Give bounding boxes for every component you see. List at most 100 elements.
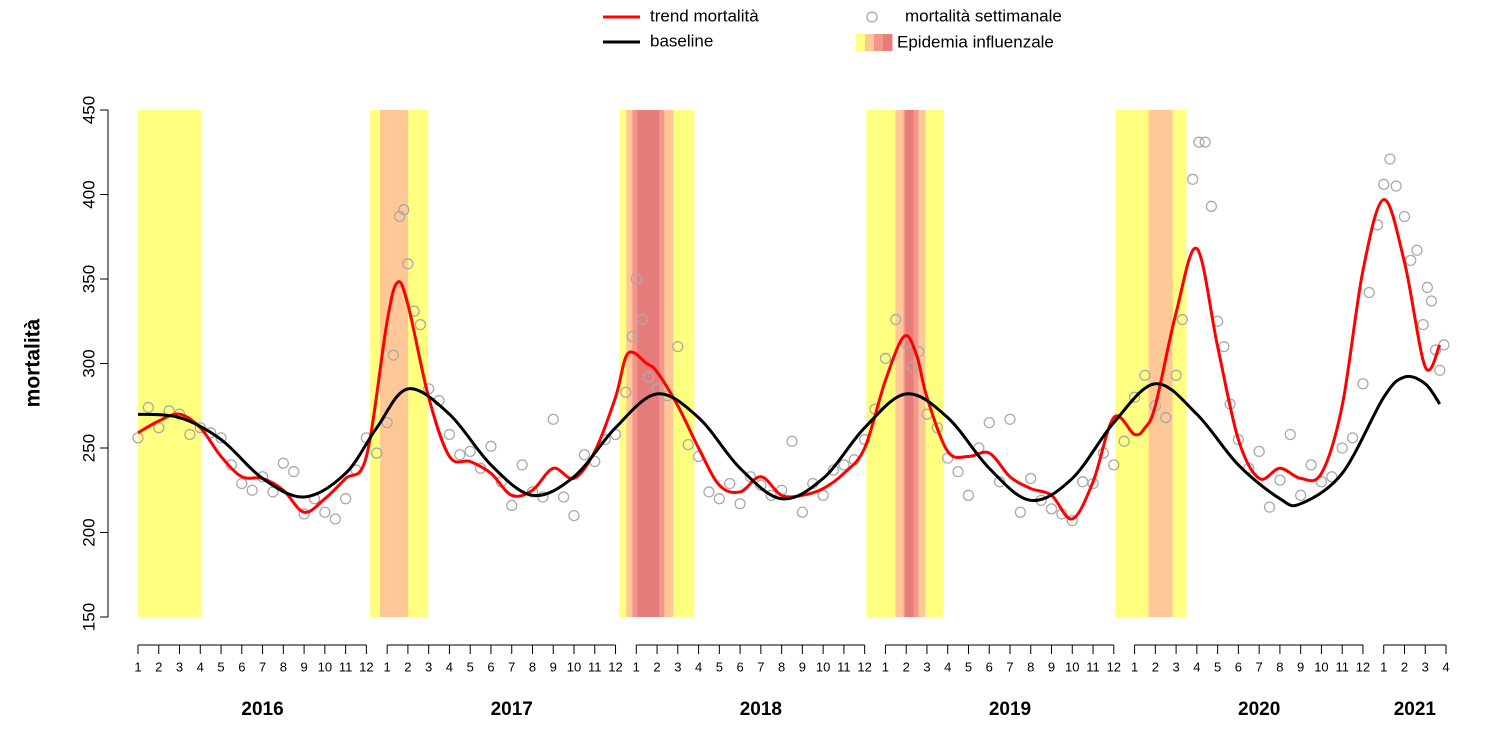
weekly-point — [1363, 286, 1375, 299]
y-axis-title: mortalità — [22, 318, 45, 407]
weekly-point — [329, 513, 341, 525]
weekly-point — [184, 428, 196, 441]
x-tick-label: 9 — [799, 659, 806, 674]
weekly-point — [464, 445, 476, 458]
x-tick-label: 9 — [300, 659, 307, 674]
x-tick-label: 1 — [1131, 659, 1138, 674]
x-tick-label: 4 — [1193, 659, 1200, 674]
weekly-point — [288, 466, 300, 478]
weekly-point — [724, 477, 736, 490]
weekly-point — [578, 449, 591, 461]
x-tick-label: 8 — [529, 659, 536, 674]
x-tick-label: 12 — [1356, 659, 1370, 674]
weekly-point — [1170, 369, 1182, 381]
x-tick-label: 8 — [778, 659, 785, 674]
year-label: 2021 — [1394, 699, 1437, 720]
x-tick-label: 5 — [467, 659, 474, 674]
y-tick-label: 250 — [79, 434, 98, 462]
weekly-point — [1025, 472, 1037, 485]
x-tick-label: 11 — [1086, 659, 1100, 674]
weekly-point — [454, 449, 466, 461]
x-tick-label: 9 — [1048, 659, 1055, 674]
weekly-point — [1274, 474, 1286, 486]
x-tick-label: 4 — [197, 659, 204, 674]
weekly-point — [1014, 506, 1027, 518]
x-tick-label: 3 — [425, 659, 432, 674]
x-tick-label: 12 — [857, 659, 871, 674]
weekly-point — [1421, 281, 1433, 294]
weekly-point — [1218, 340, 1230, 353]
x-tick-label: 1 — [1380, 659, 1387, 674]
weekly-point — [906, 361, 919, 373]
weekly-point — [713, 493, 725, 505]
x-tick-label: 12 — [1107, 659, 1121, 674]
x-tick-label: 10 — [318, 659, 332, 674]
x-tick-label: 1 — [134, 659, 141, 674]
x-tick-label: 5 — [1214, 659, 1221, 674]
legend-swatch — [883, 34, 893, 51]
x-tick-label: 1 — [633, 659, 640, 674]
weekly-point — [1004, 413, 1016, 425]
weekly-point — [1045, 503, 1058, 515]
trend-line — [137, 198, 1442, 521]
weekly-point — [620, 386, 632, 398]
x-tick-label: 2 — [155, 659, 162, 674]
x-tick-label: 1 — [882, 659, 889, 674]
legend-label: baseline — [650, 31, 713, 50]
weekly-point — [381, 416, 393, 429]
x-tick-label: 10 — [567, 659, 581, 674]
weekly-point — [786, 435, 798, 447]
legend-label: mortalità settimanale — [905, 6, 1062, 25]
weekly-point — [1128, 391, 1141, 403]
x-tick-label: 2 — [404, 659, 411, 674]
weekly-point — [568, 509, 580, 522]
x-tick-label: 6 — [1235, 659, 1242, 674]
x-tick-label: 3 — [923, 659, 930, 674]
weekly-point — [1295, 489, 1307, 501]
x-tick-label: 3 — [1422, 659, 1429, 674]
x-tick-label: 12 — [359, 659, 373, 674]
x-tick-label: 3 — [176, 659, 183, 674]
weekly-point — [387, 349, 400, 361]
weekly-point — [414, 318, 427, 331]
y-tick-label: 150 — [79, 603, 98, 631]
x-tick-label: 9 — [550, 659, 557, 674]
legend-swatch — [874, 34, 884, 51]
x-tick-label: 5 — [965, 659, 972, 674]
weekly-point — [339, 493, 352, 505]
x-tick-label: 3 — [1172, 659, 1179, 674]
weekly-point — [485, 440, 497, 452]
weekly-point — [1434, 364, 1446, 376]
epidemic-band — [380, 110, 409, 617]
x-tick-label: 7 — [508, 659, 515, 674]
weekly-point — [1284, 428, 1296, 441]
x-tick-label: 4 — [695, 659, 702, 674]
legend-label: trend mortalità — [650, 6, 759, 25]
weekly-point — [1176, 313, 1188, 326]
weekly-point — [983, 416, 995, 429]
x-tick-label: 7 — [757, 659, 764, 674]
weekly-point — [643, 371, 655, 383]
weekly-point — [1438, 339, 1450, 351]
x-tick-label: 5 — [716, 659, 723, 674]
weekly-point — [443, 428, 456, 441]
weekly-point — [215, 432, 227, 444]
weekly-point — [838, 459, 850, 471]
x-tick-label: 11 — [339, 659, 353, 674]
x-tick-label: 4 — [1442, 659, 1449, 674]
weekly-point — [277, 457, 289, 469]
weekly-point — [142, 401, 155, 414]
x-tick-label: 7 — [1256, 659, 1263, 674]
y-tick-label: 300 — [79, 349, 98, 377]
legend-symbol — [866, 11, 878, 23]
weekly-point — [132, 432, 144, 444]
y-tick-label: 400 — [79, 180, 98, 208]
x-tick-label: 6 — [736, 659, 743, 674]
weekly-point — [952, 466, 964, 478]
weekly-point — [1305, 459, 1317, 471]
weekly-point — [1118, 435, 1130, 447]
weekly-point — [672, 340, 684, 353]
x-tick-label: 10 — [1065, 659, 1079, 674]
weekly-point — [1205, 200, 1218, 212]
x-tick-label: 11 — [837, 659, 851, 674]
